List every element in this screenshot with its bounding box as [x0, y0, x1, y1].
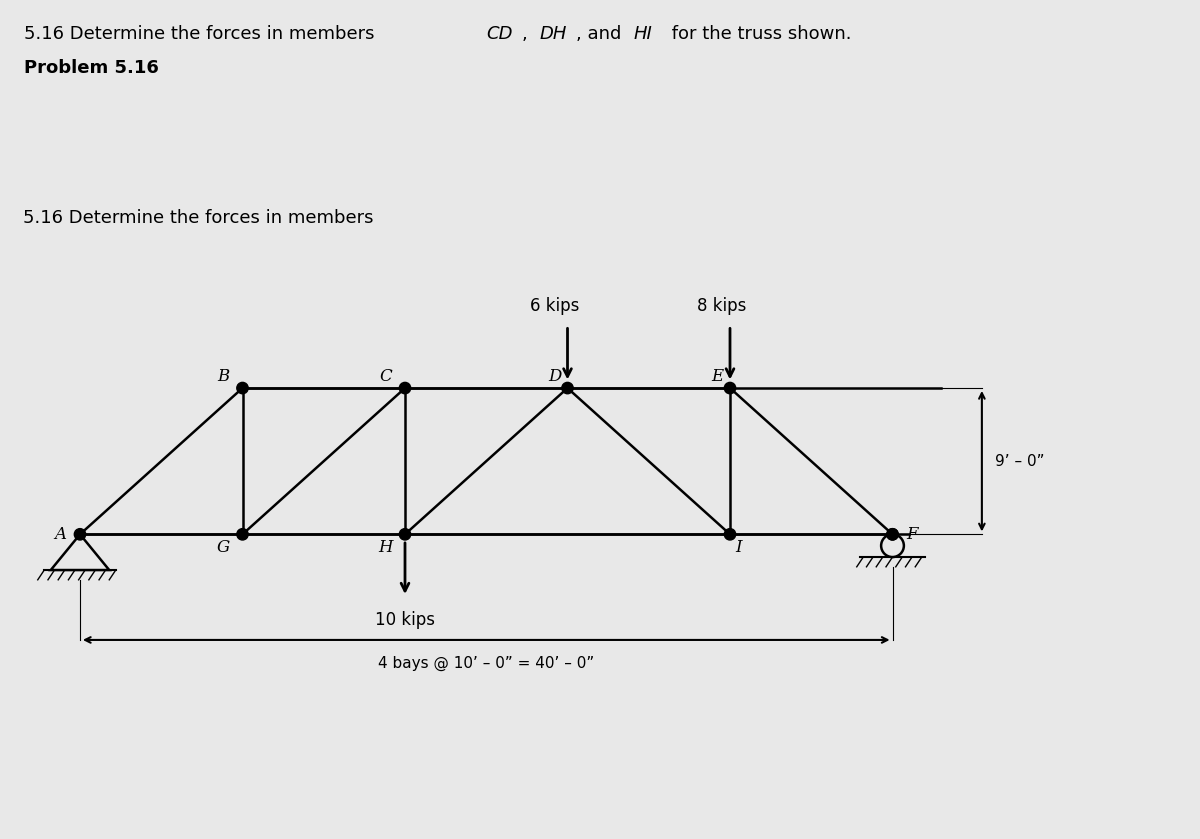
- Text: 4 bays @ 10’ – 0” = 40’ – 0”: 4 bays @ 10’ – 0” = 40’ – 0”: [378, 656, 594, 671]
- Circle shape: [562, 383, 574, 393]
- Text: 5.16 Determine the forces in members: 5.16 Determine the forces in members: [23, 209, 379, 227]
- Text: G: G: [216, 539, 229, 555]
- Text: 9’ – 0”: 9’ – 0”: [995, 454, 1044, 469]
- Circle shape: [236, 529, 248, 540]
- Text: for the truss shown.: for the truss shown.: [666, 25, 852, 43]
- Circle shape: [400, 383, 410, 393]
- Text: I: I: [734, 539, 742, 555]
- Text: F: F: [906, 526, 918, 543]
- Circle shape: [725, 529, 736, 540]
- Circle shape: [400, 529, 410, 540]
- Text: B: B: [217, 368, 229, 385]
- Circle shape: [887, 529, 898, 540]
- Text: 6 kips: 6 kips: [530, 297, 580, 315]
- Text: D: D: [548, 368, 562, 385]
- Circle shape: [887, 529, 898, 540]
- Text: H: H: [378, 539, 392, 555]
- Text: ,: ,: [522, 25, 532, 43]
- Text: 5.16 Determine the forces in members: 5.16 Determine the forces in members: [24, 25, 380, 43]
- Text: Problem 5.16: Problem 5.16: [24, 59, 158, 76]
- Circle shape: [725, 383, 736, 393]
- Text: 10 kips: 10 kips: [374, 611, 436, 628]
- Text: DH: DH: [540, 25, 568, 43]
- Text: HI: HI: [634, 25, 653, 43]
- Text: E: E: [710, 368, 724, 385]
- Text: C: C: [379, 368, 392, 385]
- Text: , and: , and: [576, 25, 628, 43]
- Text: A: A: [54, 526, 66, 543]
- Text: CD: CD: [486, 25, 512, 43]
- Circle shape: [236, 383, 248, 393]
- Text: 8 kips: 8 kips: [697, 297, 746, 315]
- Circle shape: [74, 529, 85, 540]
